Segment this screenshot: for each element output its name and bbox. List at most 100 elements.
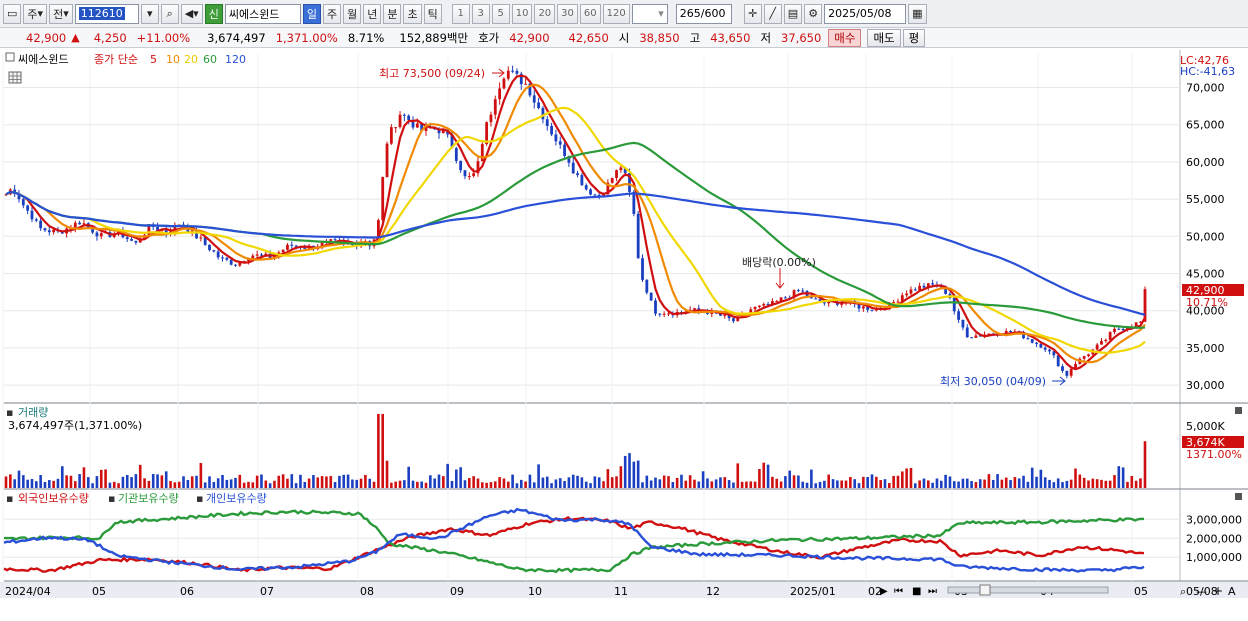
volume-bar bbox=[99, 469, 103, 488]
draw-tool-icon[interactable]: ╱ bbox=[763, 3, 782, 24]
interval-30-button[interactable]: 30 bbox=[557, 3, 578, 24]
legend-sep-1: ▪ bbox=[108, 492, 115, 505]
interval-dropdown[interactable]: ▾ bbox=[631, 3, 668, 24]
volume-bar bbox=[649, 480, 653, 488]
eval-button[interactable]: 평 bbox=[902, 28, 926, 47]
search-icon[interactable]: ⌕ bbox=[160, 3, 179, 24]
legend-sep-2: ▪ bbox=[196, 492, 203, 505]
volume-close-icon[interactable] bbox=[1235, 407, 1242, 414]
calendar-icon[interactable]: ▦ bbox=[908, 3, 927, 24]
interval-5-button[interactable]: 5 bbox=[491, 3, 510, 24]
volume-bar bbox=[112, 481, 116, 488]
volume-bar bbox=[862, 476, 865, 488]
sell-button[interactable]: 매도 bbox=[867, 28, 901, 47]
speaker-icon[interactable]: ◀▾ bbox=[180, 3, 203, 24]
volume-bar bbox=[95, 476, 99, 488]
candle-body bbox=[234, 264, 237, 266]
buy-button[interactable]: 매수 bbox=[828, 28, 862, 47]
code-input[interactable]: 112610 bbox=[74, 3, 139, 24]
period-second-button[interactable]: 초 bbox=[403, 3, 422, 24]
stock-chart[interactable]: 70,000 65,000 60,000 55,000 50,000 45,000 40,0… bbox=[0, 50, 1248, 621]
period-tick-button[interactable]: 틱 bbox=[423, 3, 442, 24]
crosshair-icon[interactable]: ✛ bbox=[743, 3, 762, 24]
scroll-right-icon[interactable]: ▶ bbox=[880, 586, 888, 597]
candle-body bbox=[515, 70, 519, 74]
volume-bar bbox=[160, 475, 164, 488]
zoom-in-icon[interactable]: + bbox=[1213, 584, 1223, 598]
volume-bar bbox=[641, 482, 644, 488]
volume-bar bbox=[485, 482, 488, 488]
date-field[interactable]: 2025/05/08 bbox=[824, 3, 907, 24]
holdings-y-tick: 2,000,000 bbox=[1186, 532, 1242, 545]
candle-body bbox=[376, 220, 380, 240]
legend-ma120: 120 bbox=[225, 53, 246, 66]
volume-bar bbox=[1139, 478, 1142, 488]
zoom-icon[interactable]: ⌕ bbox=[1180, 585, 1186, 598]
legend-stock-name[interactable]: 씨에스윈드 bbox=[18, 52, 69, 66]
volume-bar bbox=[1000, 479, 1004, 488]
volume-bar bbox=[662, 475, 666, 488]
stock-name-field[interactable]: 씨에스윈드 bbox=[224, 3, 301, 24]
scroll-track[interactable] bbox=[947, 586, 1109, 594]
volume-bar bbox=[736, 463, 740, 488]
volume-bar bbox=[9, 474, 12, 488]
volume-bar bbox=[814, 483, 818, 488]
interval-20-button[interactable]: 20 bbox=[534, 3, 556, 24]
interval-120-button[interactable]: 120 bbox=[602, 3, 630, 24]
candle-body bbox=[970, 337, 973, 339]
period-minute-button[interactable]: 분 bbox=[383, 3, 402, 24]
table-icon[interactable] bbox=[8, 71, 22, 84]
save-icon[interactable]: ▤ bbox=[783, 3, 803, 24]
holdings-close-icon[interactable] bbox=[1235, 493, 1242, 500]
chart-window-icon[interactable]: ▭ bbox=[3, 3, 22, 24]
volume-bar bbox=[987, 474, 991, 488]
zoom-out-icon[interactable]: — bbox=[1196, 585, 1207, 598]
volume-bar bbox=[303, 481, 307, 488]
volume-bar bbox=[931, 482, 934, 488]
volume-bar bbox=[1017, 478, 1021, 488]
volume-bar bbox=[446, 463, 449, 488]
candle-body bbox=[818, 299, 822, 303]
scroll-forward-icon[interactable]: ⏭ bbox=[928, 586, 937, 597]
interval-60-button[interactable]: 60 bbox=[579, 3, 601, 24]
count-field[interactable]: 265/600 bbox=[675, 3, 732, 24]
candle-body bbox=[563, 144, 566, 156]
candle-body bbox=[351, 244, 354, 246]
volume-bar bbox=[39, 475, 42, 488]
type-select[interactable]: 주 ▾ bbox=[23, 3, 48, 24]
volume-bar bbox=[1100, 479, 1103, 488]
volume-bar bbox=[896, 475, 900, 488]
candle-body bbox=[1121, 329, 1125, 331]
period-year-button[interactable]: 년 bbox=[363, 3, 382, 24]
volume-bar bbox=[130, 477, 133, 488]
candle-body bbox=[809, 297, 813, 299]
code-dropdown-icon[interactable]: ▾ bbox=[140, 3, 159, 24]
legend-ma60: 60 bbox=[203, 53, 217, 66]
volume-bar bbox=[1104, 480, 1108, 488]
new-button[interactable]: 신 bbox=[204, 3, 223, 24]
volume-bar bbox=[879, 480, 882, 488]
volume-bar bbox=[472, 476, 475, 488]
candle-body bbox=[1009, 331, 1012, 333]
scroll-thumb[interactable] bbox=[979, 584, 991, 596]
scroll-back-icon[interactable]: ⏮ bbox=[894, 586, 903, 597]
interval-10-button[interactable]: 10 bbox=[511, 3, 533, 24]
gear-icon[interactable]: ⚙ bbox=[804, 3, 823, 24]
auto-scale-icon[interactable]: A bbox=[1228, 585, 1236, 598]
prev-button[interactable]: 전 ▾ bbox=[49, 3, 73, 24]
volume-bar bbox=[390, 482, 393, 488]
candle-body bbox=[541, 108, 545, 120]
period-month-button[interactable]: 월 bbox=[343, 3, 362, 24]
volume-bar bbox=[169, 481, 172, 488]
volume-bar bbox=[481, 482, 484, 488]
volume-tag-percent: 1371.00% bbox=[1186, 448, 1242, 461]
volume-bar bbox=[875, 476, 878, 488]
stop-icon[interactable]: ■ bbox=[912, 586, 921, 597]
volume-bar bbox=[610, 477, 614, 488]
period-week-button[interactable]: 주 bbox=[322, 3, 342, 24]
interval-1-button[interactable]: 1 bbox=[451, 3, 470, 24]
period-day-button[interactable]: 일 bbox=[302, 3, 321, 24]
bid-label: 호가 bbox=[478, 30, 500, 45]
volume-bar bbox=[792, 475, 796, 488]
interval-3-button[interactable]: 3 bbox=[471, 3, 490, 24]
